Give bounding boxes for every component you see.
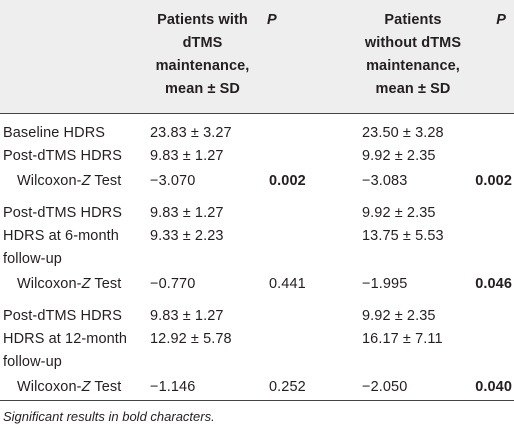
row-label: Baseline HDRS (3, 124, 106, 141)
test-label-italic: Z (81, 172, 91, 189)
cell-p2 (468, 305, 514, 328)
cell-p2 (468, 225, 514, 248)
cell-with-maintenance: 9.83 ± 1.27 (150, 204, 224, 221)
header-group1-line: dTMS (182, 35, 223, 51)
row-label: Post-dTMS HDRS (3, 204, 123, 221)
results-table-wrapper: Patients with dTMS maintenance, mean ± S… (0, 0, 514, 401)
cell-with-maintenance: 9.83 ± 1.27 (150, 307, 224, 324)
table-row: Post-dTMS HDRS 9.83 ± 1.27 9.92 ± 2.35 (0, 202, 514, 225)
table-row: follow-up (0, 351, 514, 374)
header-p2: P (468, 0, 514, 114)
header-label-cell (0, 0, 140, 114)
cell-without-maintenance: 13.75 ± 5.53 (362, 227, 444, 244)
cell-p2: 0.046 (475, 275, 512, 292)
cell-p1 (265, 122, 358, 145)
test-label-italic: Z (81, 378, 91, 395)
row-label-test: Wilcoxon-Z Test (0, 271, 140, 297)
cell-without-maintenance (358, 351, 468, 374)
row-label: follow-up (3, 250, 62, 267)
test-label-italic: Z (81, 275, 91, 292)
results-table: Patients with dTMS maintenance, mean ± S… (0, 0, 514, 401)
table-row: follow-up (0, 248, 514, 271)
cell-with-maintenance: −0.770 (150, 275, 196, 292)
cell-p1 (265, 351, 358, 374)
row-label: follow-up (3, 353, 62, 370)
cell-with-maintenance: 12.92 ± 5.78 (150, 330, 232, 347)
table-row: Post-dTMS HDRS 9.83 ± 1.27 9.92 ± 2.35 (0, 305, 514, 328)
cell-p1 (265, 145, 358, 168)
cell-without-maintenance: 9.92 ± 2.35 (362, 307, 436, 324)
row-label-test: Wilcoxon-Z Test (0, 373, 140, 401)
cell-without-maintenance: 9.92 ± 2.35 (362, 204, 436, 221)
cell-with-maintenance: 9.33 ± 2.23 (150, 227, 224, 244)
cell-p2: 0.002 (475, 172, 512, 189)
header-group2-line: mean ± SD (375, 81, 451, 97)
header-group1-line: maintenance, (155, 58, 250, 74)
cell-p1 (265, 248, 358, 271)
cell-with-maintenance: 9.83 ± 1.27 (150, 147, 224, 164)
cell-without-maintenance: 9.92 ± 2.35 (362, 147, 436, 164)
table-footnote: Significant results in bold characters. (3, 409, 215, 424)
cell-p2: 0.040 (468, 373, 514, 401)
cell-p2 (468, 145, 514, 168)
table-row: Wilcoxon-Z Test −0.770 0.441 −1.995 0.04… (0, 271, 514, 297)
table-row: Wilcoxon-Z Test −3.070 0.002 −3.083 0.00… (0, 168, 514, 194)
cell-without-maintenance (358, 248, 468, 271)
test-label-post: Test (90, 172, 122, 189)
cell-without-maintenance: 23.50 ± 3.28 (362, 124, 444, 141)
header-group1-line: Patients with (157, 12, 248, 28)
cell-p1 (265, 225, 358, 248)
header-group2: Patients without dTMS maintenance, mean … (358, 0, 468, 114)
header-group2-line: without dTMS (364, 35, 462, 51)
table-row: Post-dTMS HDRS 9.83 ± 1.27 9.92 ± 2.35 (0, 145, 514, 168)
cell-p1: 0.002 (269, 172, 306, 189)
cell-p2 (468, 328, 514, 351)
header-group2-line: maintenance, (366, 58, 460, 74)
cell-without-maintenance: −1.995 (362, 275, 408, 292)
cell-p1: 0.441 (269, 275, 306, 292)
cell-p1: 0.252 (265, 373, 358, 401)
table-row: HDRS at 12-month 12.92 ± 5.78 16.17 ± 7.… (0, 328, 514, 351)
cell-p1 (265, 202, 358, 225)
test-label-post: Test (90, 378, 122, 395)
cell-with-maintenance: −1.146 (140, 373, 265, 401)
header-group1: Patients with dTMS maintenance, mean ± S… (140, 0, 265, 114)
table-row: Wilcoxon-Z Test −1.146 0.252 −2.050 0.04… (0, 373, 514, 401)
row-label: Post-dTMS HDRS (3, 147, 123, 164)
cell-p2 (468, 122, 514, 145)
cell-without-maintenance: 16.17 ± 7.11 (362, 330, 443, 347)
cell-p2 (468, 202, 514, 225)
spacer-row (0, 297, 514, 305)
row-label: HDRS at 6-month (3, 227, 119, 244)
row-label: Post-dTMS HDRS (3, 307, 123, 324)
table-row: Baseline HDRS 23.83 ± 3.27 23.50 ± 3.28 (0, 122, 514, 145)
cell-with-maintenance (140, 248, 265, 271)
test-label-post: Test (90, 275, 122, 292)
cell-with-maintenance: −3.070 (150, 172, 196, 189)
cell-with-maintenance (140, 351, 265, 374)
cell-p2 (468, 248, 514, 271)
cell-without-maintenance: −3.083 (362, 172, 408, 189)
cell-p1 (265, 328, 358, 351)
header-group1-line: mean ± SD (165, 81, 240, 97)
cell-with-maintenance: 23.83 ± 3.27 (150, 124, 232, 141)
cell-without-maintenance: −2.050 (358, 373, 468, 401)
test-label-pre: Wilcoxon- (17, 275, 82, 292)
row-label-test: Wilcoxon-Z Test (0, 168, 140, 194)
cell-p1 (265, 305, 358, 328)
test-label-pre: Wilcoxon- (17, 172, 82, 189)
table-header-row: Patients with dTMS maintenance, mean ± S… (0, 0, 514, 114)
spacer-row (0, 113, 514, 122)
header-p1: P (265, 0, 358, 114)
table-row: HDRS at 6-month 9.33 ± 2.23 13.75 ± 5.53 (0, 225, 514, 248)
spacer-row (0, 194, 514, 202)
cell-p2 (468, 351, 514, 374)
test-label-pre: Wilcoxon- (17, 378, 82, 395)
header-group2-line: Patients (384, 12, 442, 28)
row-label: HDRS at 12-month (3, 330, 128, 347)
